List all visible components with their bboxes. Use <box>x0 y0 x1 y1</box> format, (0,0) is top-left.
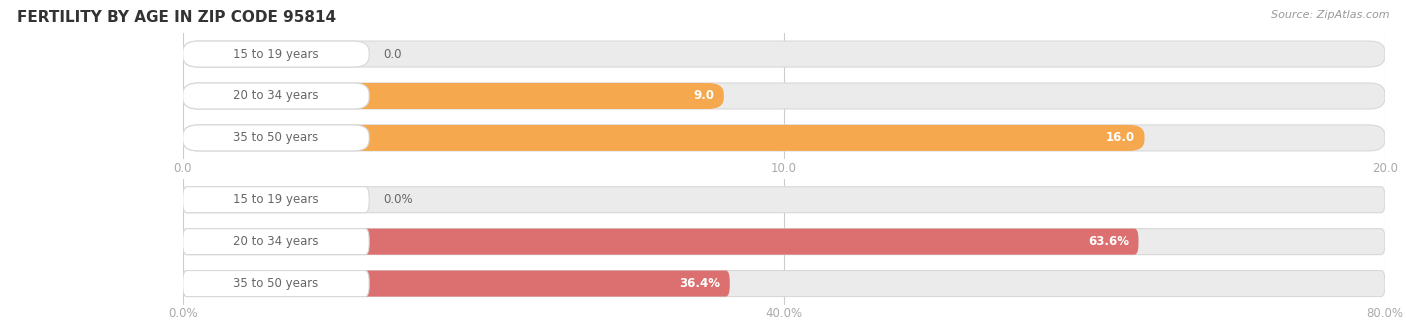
Text: 16.0: 16.0 <box>1105 131 1135 144</box>
FancyBboxPatch shape <box>183 270 370 297</box>
FancyBboxPatch shape <box>183 41 1385 67</box>
Text: 36.4%: 36.4% <box>679 277 720 290</box>
Text: 20 to 34 years: 20 to 34 years <box>233 235 319 248</box>
FancyBboxPatch shape <box>183 270 1385 297</box>
FancyBboxPatch shape <box>183 125 1144 151</box>
FancyBboxPatch shape <box>183 229 1385 255</box>
Text: 35 to 50 years: 35 to 50 years <box>233 277 319 290</box>
Text: 15 to 19 years: 15 to 19 years <box>233 193 319 206</box>
Text: 15 to 19 years: 15 to 19 years <box>233 48 319 61</box>
Text: 35 to 50 years: 35 to 50 years <box>233 131 319 144</box>
FancyBboxPatch shape <box>183 41 370 67</box>
FancyBboxPatch shape <box>183 83 724 109</box>
FancyBboxPatch shape <box>183 187 1385 213</box>
Text: 0.0: 0.0 <box>384 48 402 61</box>
Text: 9.0: 9.0 <box>693 89 714 103</box>
FancyBboxPatch shape <box>183 125 370 151</box>
FancyBboxPatch shape <box>183 125 1385 151</box>
FancyBboxPatch shape <box>183 229 370 255</box>
FancyBboxPatch shape <box>183 83 370 109</box>
FancyBboxPatch shape <box>183 187 370 213</box>
FancyBboxPatch shape <box>183 229 1139 255</box>
FancyBboxPatch shape <box>183 270 730 297</box>
Text: 0.0%: 0.0% <box>384 193 413 206</box>
Text: Source: ZipAtlas.com: Source: ZipAtlas.com <box>1271 10 1389 20</box>
Text: 63.6%: 63.6% <box>1088 235 1129 248</box>
FancyBboxPatch shape <box>183 83 1385 109</box>
Text: 20 to 34 years: 20 to 34 years <box>233 89 319 103</box>
Text: FERTILITY BY AGE IN ZIP CODE 95814: FERTILITY BY AGE IN ZIP CODE 95814 <box>17 10 336 25</box>
